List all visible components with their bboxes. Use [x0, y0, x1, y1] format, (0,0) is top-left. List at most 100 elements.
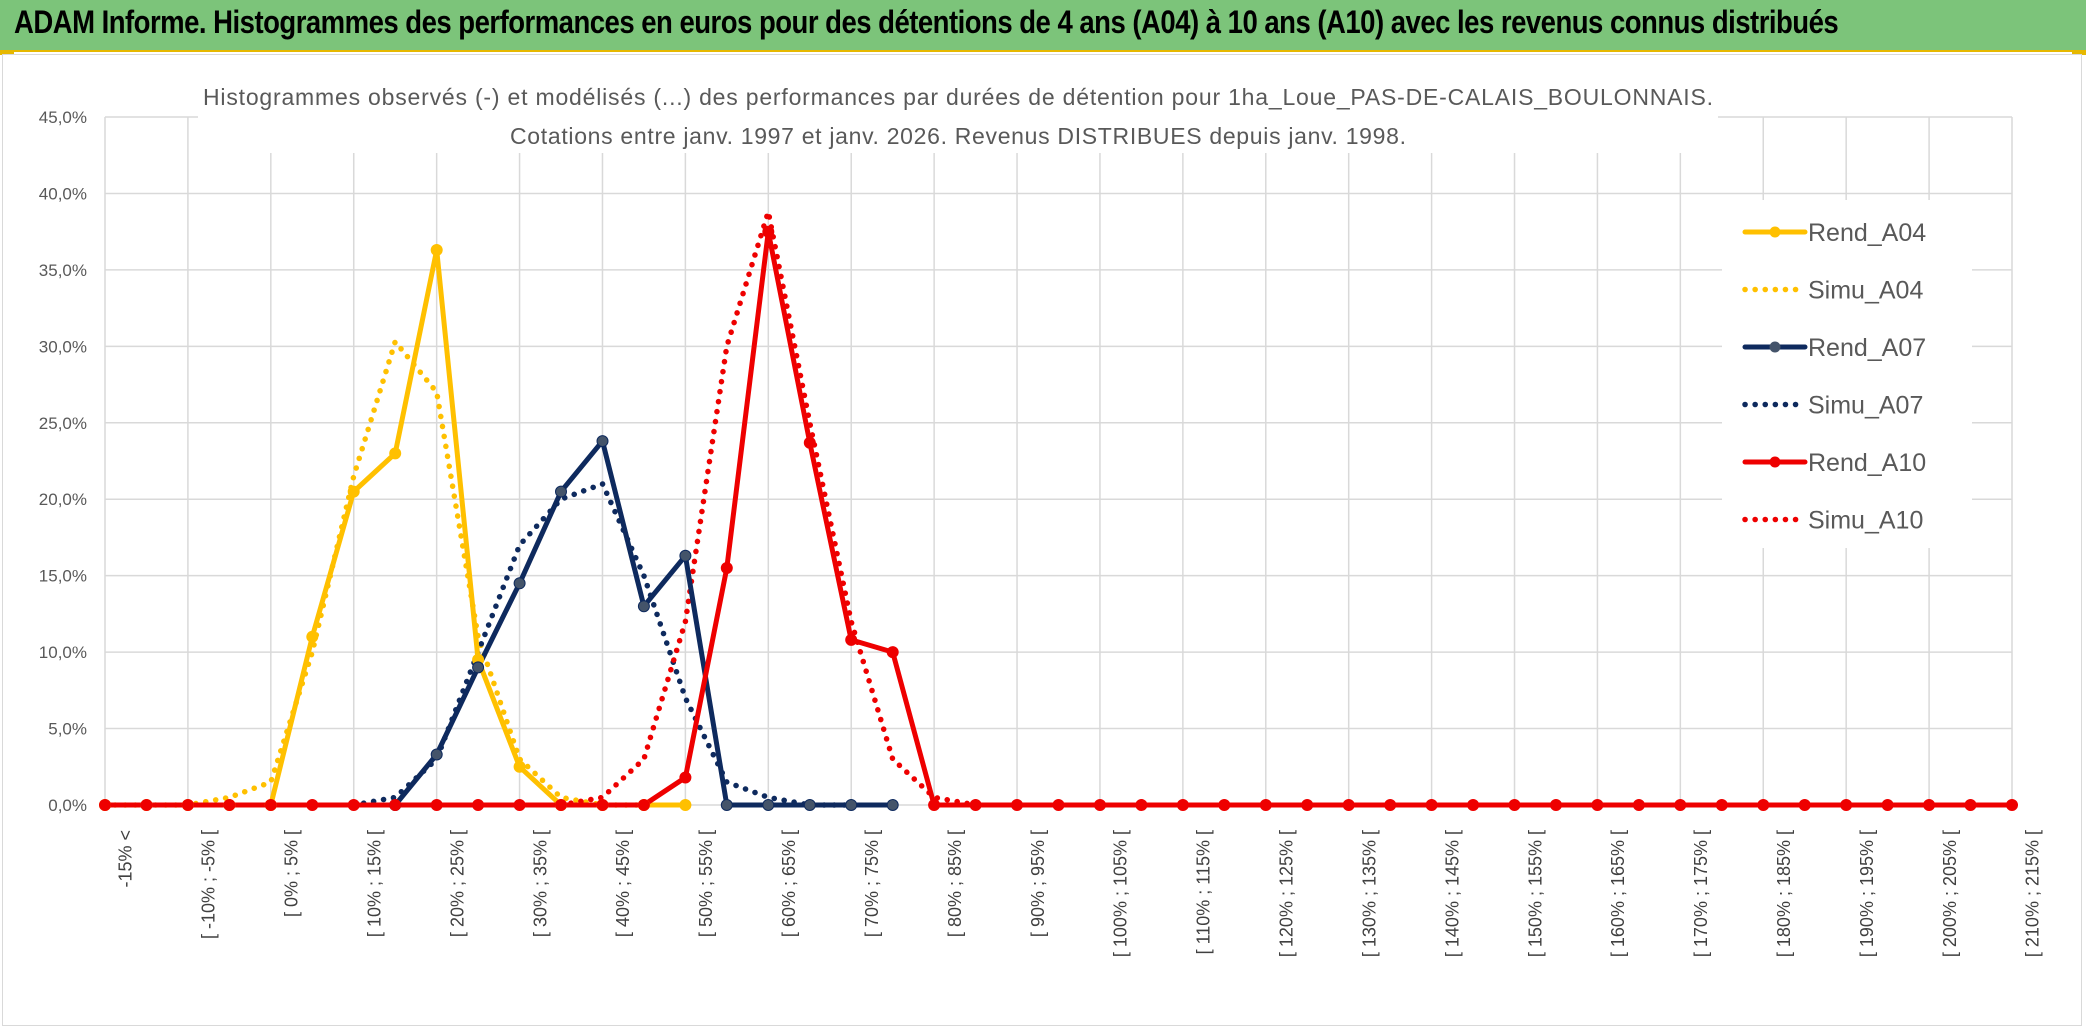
- x-tick-label: [ 210% ; 215% [: [2023, 830, 2043, 957]
- legend-marker-rend_a10: [1769, 456, 1781, 468]
- data-point-rend_a10: [1591, 799, 1604, 811]
- data-point-rend_a10: [1550, 799, 1562, 811]
- data-point-rend_a10: [1176, 799, 1189, 811]
- data-point-rend_a10: [1135, 799, 1148, 811]
- y-tick-label: 25,0%: [39, 414, 87, 433]
- x-tick-label: [ 50% ; 55% [: [696, 830, 716, 937]
- data-point-rend_a07: [886, 799, 899, 811]
- x-tick-label: [ 190% ; 195% [: [1857, 830, 1877, 957]
- y-tick-label: 45,0%: [39, 108, 87, 127]
- x-tick-label: [ 90% ; 95% [: [1028, 830, 1048, 937]
- data-point-rend_a10: [99, 799, 111, 811]
- data-point-rend_a07: [555, 485, 567, 498]
- data-point-rend_a10: [347, 799, 360, 811]
- x-tick-label: [ 40% ; 45% [: [613, 830, 633, 937]
- x-tick-label: [ 80% ; 85% [: [945, 830, 965, 937]
- data-point-rend_a04: [347, 485, 360, 498]
- x-tick-label: [ 140% ; 145% [: [1442, 830, 1462, 957]
- series-line-rend_a04: [102, 247, 688, 808]
- data-point-rend_a10: [928, 799, 941, 811]
- data-point-rend_a10: [1798, 799, 1811, 811]
- y-tick-label: 5,0%: [48, 720, 87, 739]
- data-point-rend_a10: [1425, 799, 1438, 811]
- data-point-rend_a10: [762, 225, 775, 238]
- x-tick-label: [ 10% ; 15% [: [364, 830, 384, 937]
- data-point-rend_a07: [720, 799, 733, 811]
- data-point-rend_a10: [306, 799, 319, 811]
- x-tick-label: [ 150% ; 155% [: [1525, 830, 1545, 957]
- x-tick-label: [ 60% ; 65% [: [779, 830, 799, 937]
- legend-label-simu_a04: Simu_A04: [1808, 277, 1923, 305]
- data-point-rend_a10: [1715, 799, 1728, 811]
- y-tick-label: 10,0%: [39, 643, 87, 662]
- legend-marker-rend_a04: [1769, 226, 1781, 238]
- series-line-rend_a07: [392, 438, 896, 808]
- data-point-rend_a07: [596, 435, 609, 448]
- x-tick-label: [ 180% ; 185% [: [1774, 830, 1794, 957]
- data-point-rend_a10: [2006, 799, 2018, 811]
- data-point-rend_a10: [513, 799, 526, 811]
- legend-label-simu_a07: Simu_A07: [1808, 392, 1923, 420]
- x-tick-label: [ 0% ; 5% [: [282, 830, 302, 917]
- x-tick-label: [ 170% ; 175% [: [1691, 830, 1711, 957]
- data-point-rend_a10: [140, 799, 153, 811]
- x-tick-label: -15% <: [116, 830, 136, 888]
- data-point-rend_a10: [969, 799, 982, 811]
- data-point-rend_a10: [1259, 799, 1272, 811]
- report-title: ADAM Informe. Histogrammes des performan…: [14, 4, 1839, 40]
- y-tick-label: 30,0%: [39, 337, 87, 356]
- data-point-rend_a10: [1301, 799, 1314, 811]
- data-point-rend_a10: [845, 633, 858, 646]
- x-tick-label: [ 200% ; 205% [: [1940, 830, 1960, 957]
- report-banner: ADAM Informe. Histogrammes des performan…: [0, 0, 2086, 52]
- series-line-simu_a10: [558, 209, 979, 808]
- chart-title-line1: Histogrammes observés (-) et modélisés (…: [203, 84, 1713, 110]
- x-tick-label: [ 70% ; 75% [: [862, 830, 882, 937]
- legend-label-simu_a10: Simu_A10: [1808, 507, 1923, 535]
- data-point-rend_a10: [1881, 799, 1894, 811]
- data-point-rend_a07: [472, 661, 485, 674]
- data-point-rend_a10: [430, 799, 443, 811]
- data-point-rend_a04: [679, 799, 692, 811]
- data-point-rend_a10: [1840, 799, 1853, 811]
- data-point-rend_a10: [1384, 799, 1397, 811]
- legend-background: [1722, 200, 1972, 548]
- data-point-rend_a10: [1094, 799, 1106, 811]
- chart-title-background: [198, 77, 1718, 153]
- legend-label-rend_a07: Rend_A07: [1808, 334, 1926, 362]
- data-point-rend_a10: [181, 799, 194, 811]
- data-point-rend_a10: [720, 562, 733, 574]
- y-tick-label: 20,0%: [39, 490, 87, 509]
- legend-marker-rend_a07: [1769, 341, 1781, 353]
- data-point-rend_a10: [1508, 799, 1521, 811]
- data-point-rend_a07: [845, 799, 858, 811]
- data-point-rend_a07: [430, 748, 443, 761]
- x-tick-label: [ 130% ; 135% [: [1359, 830, 1379, 957]
- data-point-rend_a07: [513, 577, 526, 590]
- data-point-rend_a10: [803, 436, 816, 449]
- data-point-rend_a10: [1011, 799, 1023, 811]
- data-point-rend_a10: [223, 799, 236, 811]
- x-tick-label: [ 110% ; 115% [: [1194, 830, 1214, 954]
- chart-frame: [2, 54, 2082, 1026]
- data-point-rend_a10: [1342, 799, 1355, 811]
- data-point-rend_a10: [472, 799, 485, 811]
- x-tick-label: [ -10% ; -5% [: [199, 830, 219, 939]
- y-tick-label: 15,0%: [39, 567, 87, 586]
- data-point-rend_a10: [1632, 799, 1645, 811]
- y-tick-label: 35,0%: [39, 261, 87, 280]
- data-point-rend_a10: [1757, 799, 1770, 811]
- data-point-rend_a10: [1674, 799, 1687, 811]
- data-point-rend_a10: [389, 799, 402, 811]
- data-point-rend_a10: [264, 799, 277, 811]
- data-point-rend_a10: [1923, 799, 1936, 811]
- data-point-rend_a10: [596, 799, 609, 811]
- x-tick-label: [ 20% ; 25% [: [447, 830, 467, 937]
- data-point-rend_a10: [637, 799, 650, 811]
- data-point-rend_a10: [886, 646, 899, 659]
- data-point-rend_a10: [1964, 799, 1977, 811]
- series-line-simu_a04: [102, 338, 647, 808]
- legend-label-rend_a04: Rend_A04: [1808, 219, 1926, 247]
- data-point-rend_a10: [555, 799, 567, 811]
